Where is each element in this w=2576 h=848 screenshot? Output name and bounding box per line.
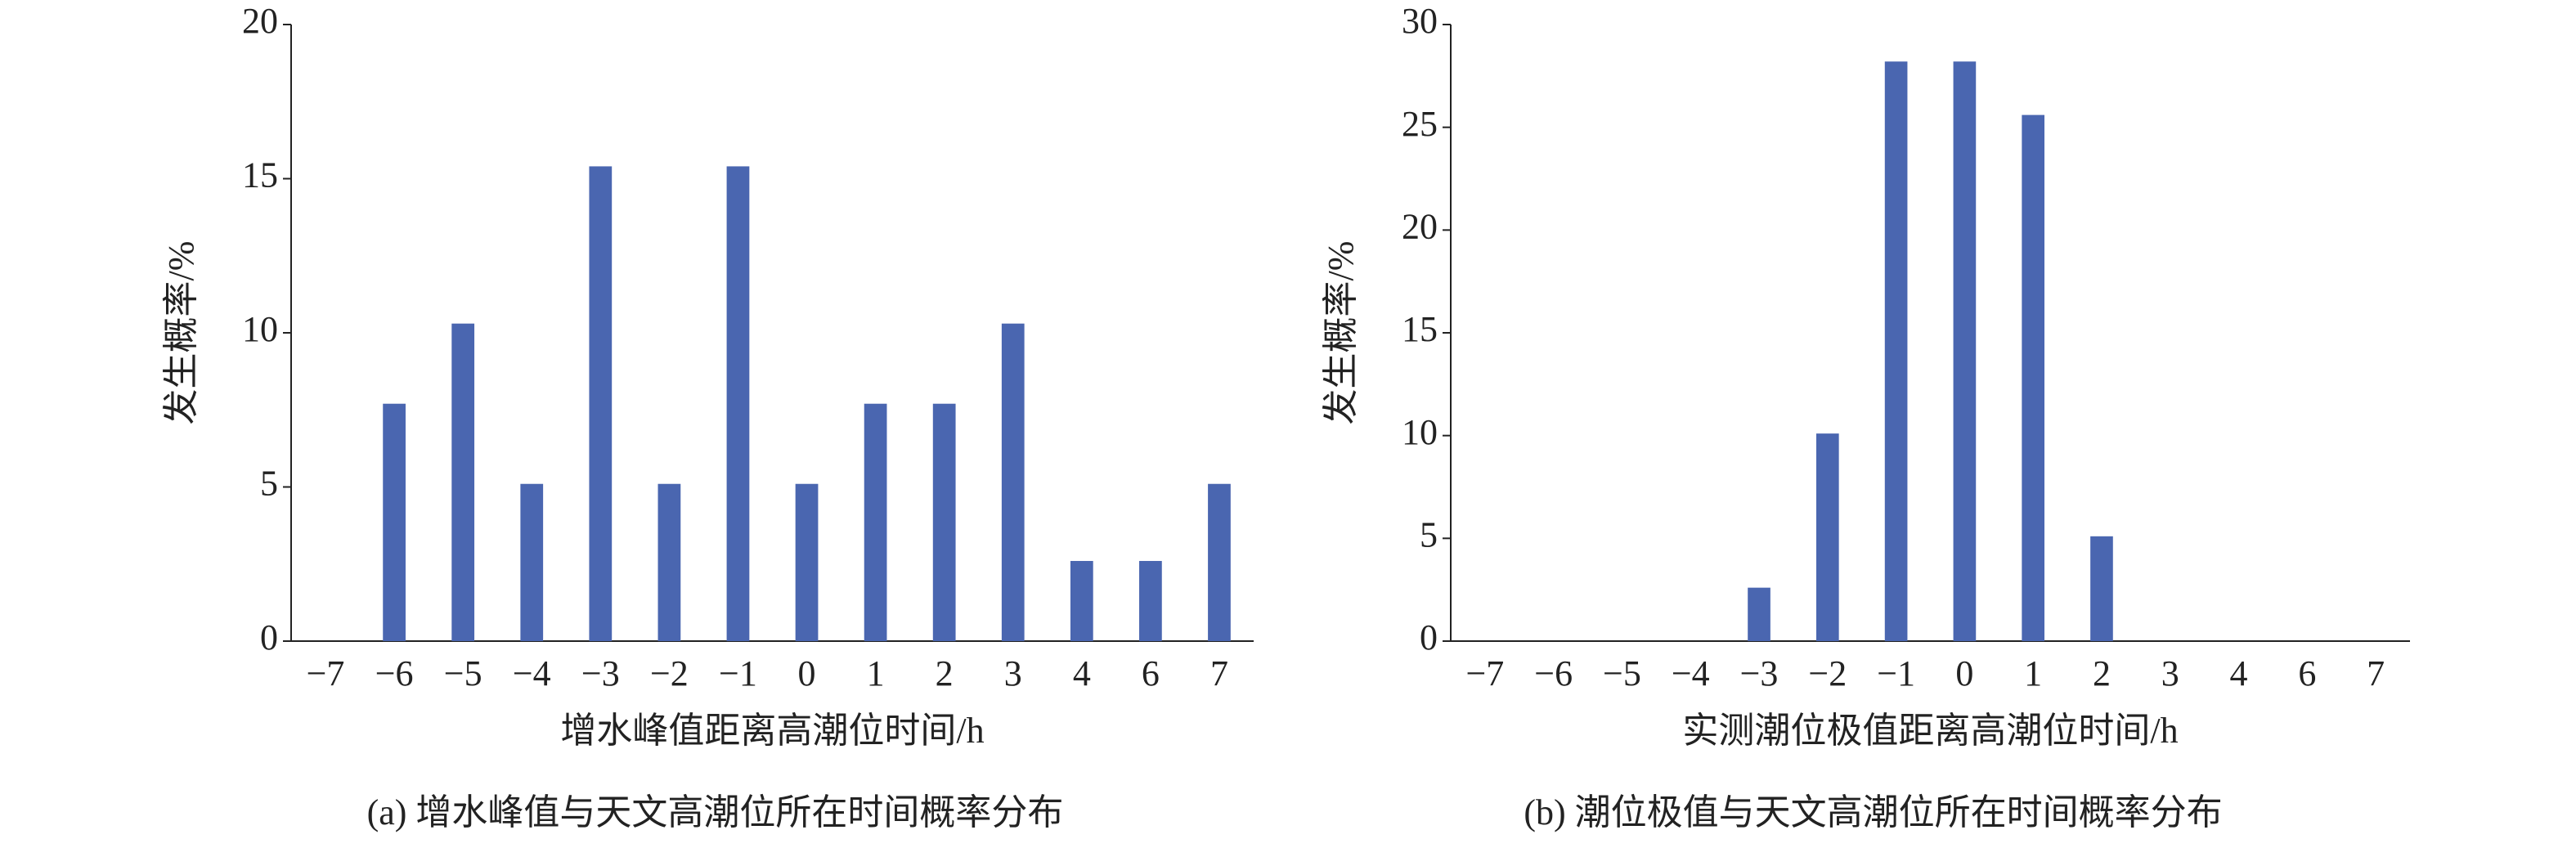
y-axis-label: 发生概率/% xyxy=(161,241,201,425)
bar xyxy=(1953,61,1977,642)
bar xyxy=(1139,560,1162,641)
bar xyxy=(589,166,613,642)
x-tick-label: −6 xyxy=(1534,653,1573,693)
chart-title: (a) 增水峰值与天文高潮位所在时间概率分布 xyxy=(367,792,1064,832)
x-tick-label: −5 xyxy=(444,653,482,693)
bar xyxy=(932,403,956,641)
chart-title: (b) 潮位极值与天文高潮位所在时间概率分布 xyxy=(1524,792,2222,832)
y-tick-label: 10 xyxy=(1402,412,1438,452)
bar xyxy=(657,483,681,641)
x-tick-label: 1 xyxy=(2024,653,2042,693)
x-tick-label: 2 xyxy=(2093,653,2111,693)
y-tick-label: 15 xyxy=(242,155,278,195)
y-tick-label: 5 xyxy=(260,464,278,504)
y-tick-label: 20 xyxy=(1402,206,1438,246)
bar xyxy=(1884,61,1908,642)
x-tick-label: −5 xyxy=(1603,653,1641,693)
x-tick-label: 7 xyxy=(1210,653,1228,693)
x-tick-label: 1 xyxy=(867,653,885,693)
x-tick-label: −4 xyxy=(1672,653,1710,693)
bar xyxy=(1070,560,1093,641)
bar xyxy=(726,166,750,642)
x-tick-label: 2 xyxy=(936,653,954,693)
x-tick-label: −6 xyxy=(375,653,414,693)
x-tick-label: 4 xyxy=(1073,653,1091,693)
y-tick-label: 0 xyxy=(260,617,278,657)
y-tick-label: 10 xyxy=(242,309,278,349)
y-tick-label: 5 xyxy=(1420,514,1438,554)
x-tick-label: 3 xyxy=(1004,653,1022,693)
x-tick-label: 3 xyxy=(2161,653,2179,693)
x-tick-label: −2 xyxy=(1808,653,1847,693)
y-tick-label: 25 xyxy=(1402,104,1438,144)
bar xyxy=(383,403,406,641)
x-tick-label: −7 xyxy=(307,653,345,693)
y-tick-label: 0 xyxy=(1420,617,1438,657)
y-tick-label: 30 xyxy=(1402,1,1438,41)
bar xyxy=(451,323,475,641)
x-tick-label: −7 xyxy=(1465,653,1504,693)
x-tick-label: −2 xyxy=(650,653,689,693)
x-tick-label: 6 xyxy=(2298,653,2316,693)
x-tick-label: −3 xyxy=(581,653,620,693)
bar xyxy=(795,483,819,641)
x-tick-label: 0 xyxy=(1955,653,1973,693)
bar xyxy=(864,403,887,641)
x-tick-label: −4 xyxy=(513,653,551,693)
bar xyxy=(2022,114,2045,641)
y-tick-label: 15 xyxy=(1402,309,1438,349)
x-tick-label: −1 xyxy=(1877,653,1915,693)
x-tick-label: 0 xyxy=(798,653,816,693)
y-tick-label: 20 xyxy=(242,1,278,41)
bar xyxy=(2090,536,2113,641)
bar xyxy=(1748,587,1770,641)
x-tick-label: 6 xyxy=(1142,653,1160,693)
y-axis-label: 发生概率/% xyxy=(1321,241,1361,425)
x-axis-label: 增水峰值距离高潮位时间/h xyxy=(560,711,984,751)
bar xyxy=(1815,433,1839,641)
bar xyxy=(520,483,544,641)
x-tick-label: 7 xyxy=(2367,653,2385,693)
x-tick-label: 4 xyxy=(2230,653,2248,693)
x-tick-label: −3 xyxy=(1740,653,1779,693)
bar xyxy=(1208,483,1231,641)
x-tick-label: −1 xyxy=(719,653,757,693)
bar xyxy=(1001,323,1025,641)
x-axis-label: 实测潮位极值距离高潮位时间/h xyxy=(1682,711,2178,751)
